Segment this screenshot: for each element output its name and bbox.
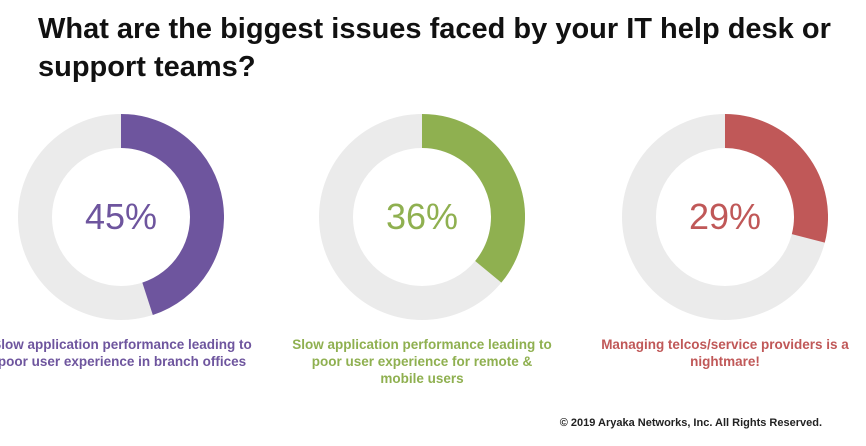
donut-caption-1: Slow application performance leading to … <box>0 337 252 369</box>
donut-caption-3: Managing telcos/service providers is a n… <box>601 337 849 369</box>
donut-svg-2 <box>319 114 525 320</box>
page-title: What are the biggest issues faced by you… <box>38 13 831 83</box>
donut-value-2: 36% <box>385 196 459 237</box>
donut-value-1: 45% <box>84 196 158 237</box>
donut-arc-1 <box>120 114 224 315</box>
donut-svg-1 <box>18 114 224 320</box>
donut-value-3: 29% <box>688 196 762 237</box>
copyright-footer: © 2019 Aryaka Networks, Inc. All Rights … <box>559 417 822 429</box>
donut-arc-3 <box>724 114 828 243</box>
donut-chart-1: 45% <box>18 114 224 320</box>
donut-chart-3: 29% <box>622 114 828 320</box>
donut-arc-2 <box>421 114 525 283</box>
donut-chart-2: 36% <box>319 114 525 320</box>
donut-caption-2: Slow application performance leading to … <box>292 337 552 386</box>
donut-svg-3 <box>622 114 828 320</box>
